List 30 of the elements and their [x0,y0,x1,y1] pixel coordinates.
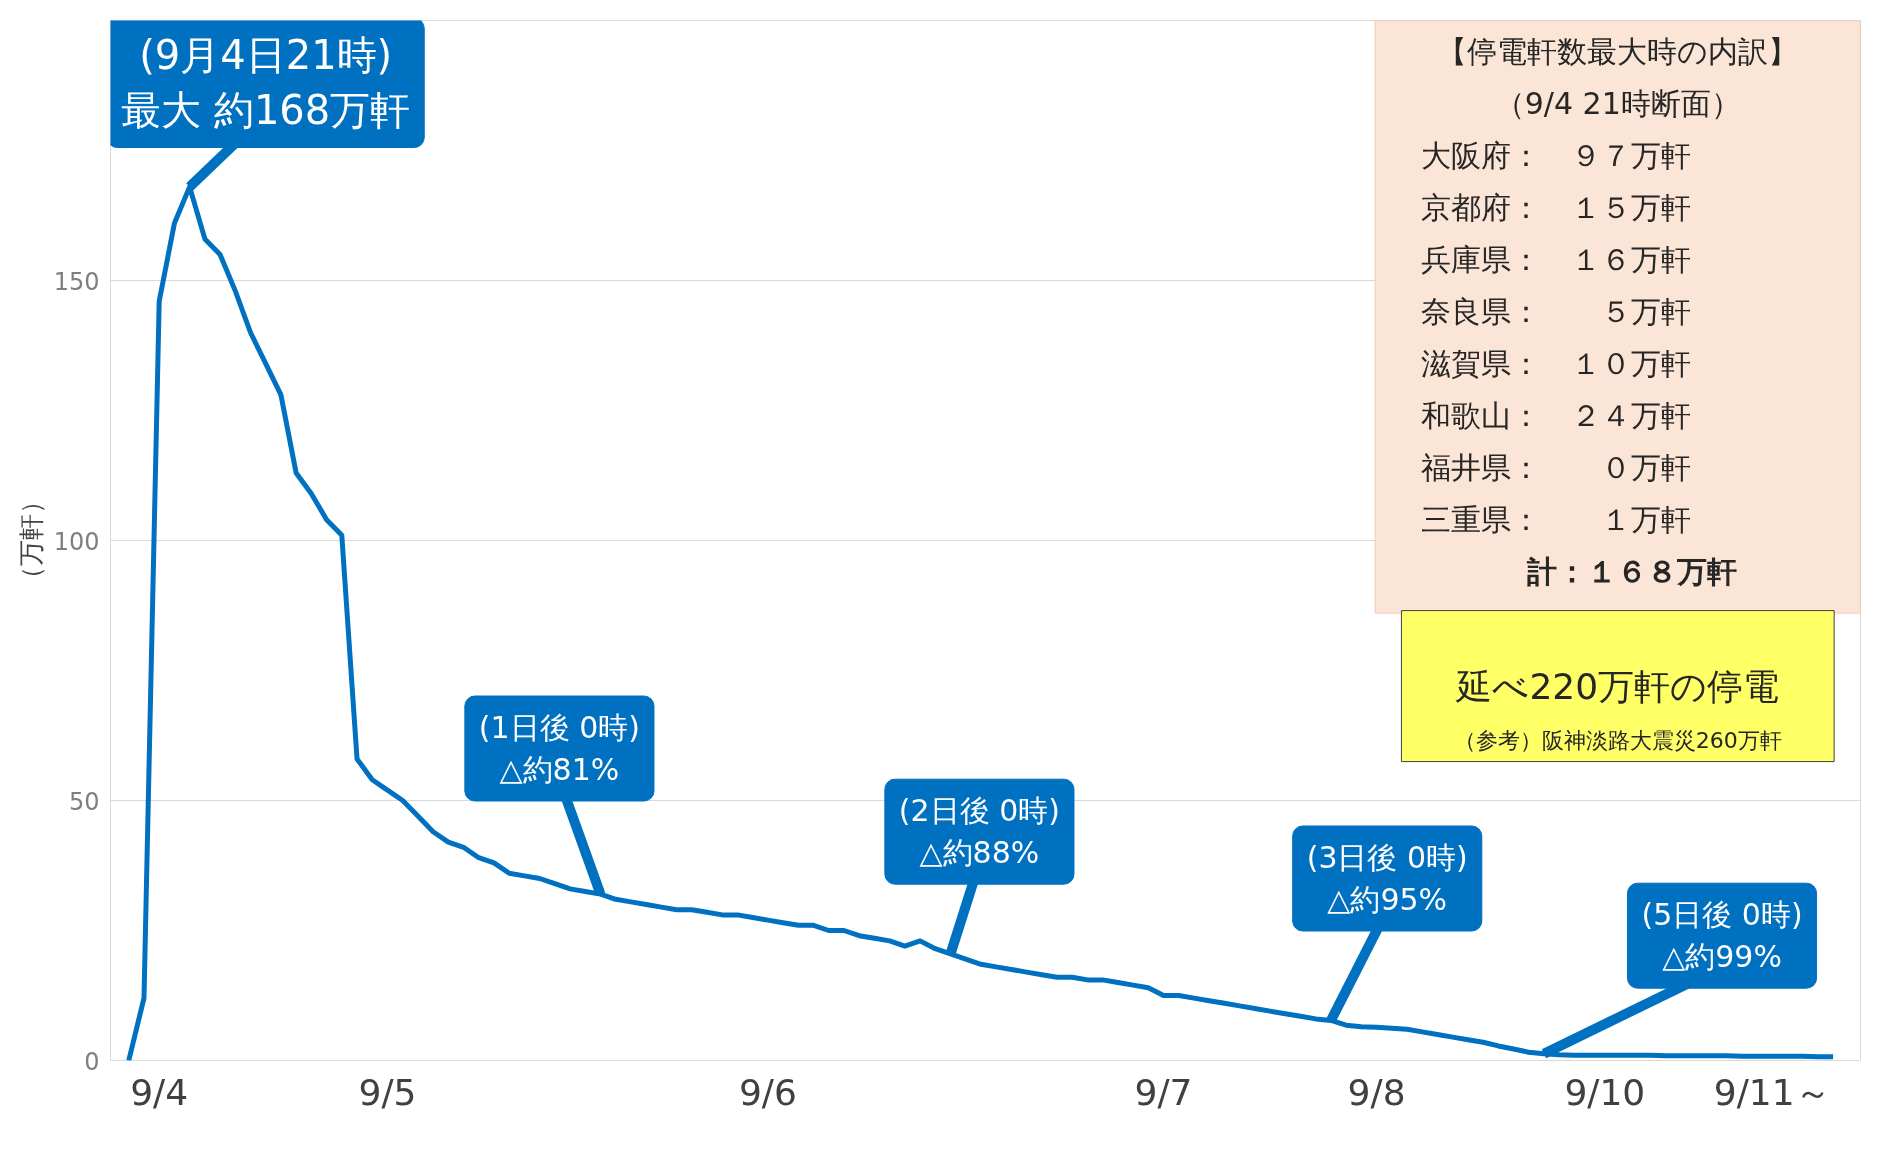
annotation: 延べ220万軒の停電 [1455,665,1780,707]
annotation: 滋賀県： １０万軒 [1420,346,1691,382]
y-tick-label: 100 [53,527,100,556]
annotation: 計：１６８万軒 [1526,554,1738,590]
x-tick-label: 9/10 [1564,1071,1646,1113]
x-tick-label: 9/7 [1134,1071,1193,1113]
annotation: 和歌山： ２４万軒 [1420,398,1691,434]
annotation: （9/4 21時断面） [1494,86,1741,122]
annotation: (2日後 0時) △約88% [898,793,1060,871]
annotation: 福井県： ０万軒 [1420,450,1691,486]
x-tick-label: 9/4 [130,1071,189,1113]
annotation: 三重県： １万軒 [1420,502,1691,538]
annotation: (1日後 0時) △約81% [478,710,640,787]
y-tick-label: 0 [84,1047,100,1076]
annotation: (5日後 0時) △約99% [1641,897,1803,975]
annotation: (3日後 0時) △約95% [1306,840,1468,917]
y-axis-title: （万軒） [15,488,46,593]
annotation: 大阪府： ９７万軒 [1420,138,1691,174]
y-tick-label: 150 [53,267,100,296]
annotation: 京都府： １５万軒 [1420,190,1691,226]
x-tick-label: 9/5 [358,1071,417,1113]
y-tick-label: 50 [68,787,100,816]
x-tick-label: 9/6 [738,1071,797,1113]
annotation: (9月4日21時) 最大 約168万軒 [121,32,411,134]
x-tick-label: 9/11～ [1713,1071,1831,1113]
annotation: （参考）阪神淡路大震災260万軒 [1453,728,1782,754]
annotation: 兵庫県： １６万軒 [1420,242,1691,278]
annotation: 奈良県： ５万軒 [1420,294,1691,330]
x-tick-label: 9/8 [1347,1071,1406,1113]
annotation: 【停電軒数最大時の内訳】 [1437,34,1799,70]
